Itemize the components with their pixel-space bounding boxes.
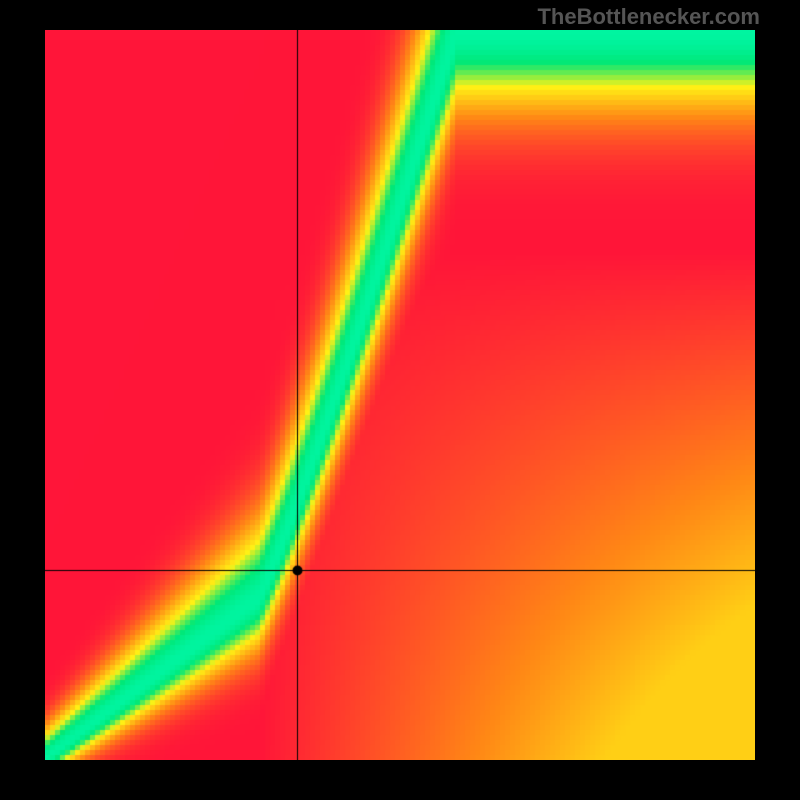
chart-frame: TheBottlenecker.com — [0, 0, 800, 800]
heatmap-canvas — [45, 30, 755, 760]
heatmap-plot-area — [45, 30, 755, 760]
watermark-text: TheBottlenecker.com — [537, 4, 760, 30]
